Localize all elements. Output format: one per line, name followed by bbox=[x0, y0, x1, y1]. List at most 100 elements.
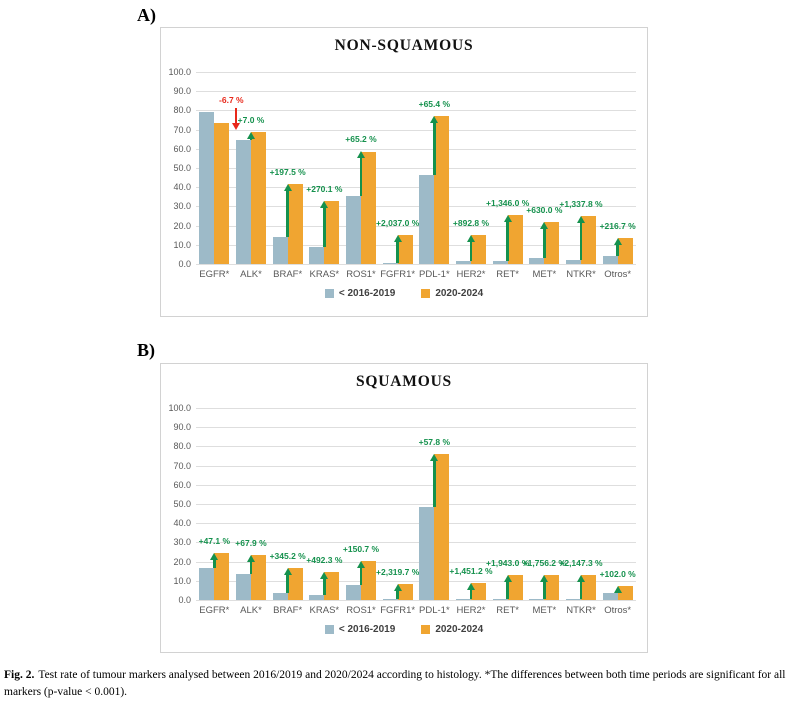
x-tick-label: EGFR* bbox=[199, 269, 230, 280]
arrow-up-icon bbox=[393, 583, 402, 591]
bar-period2-EGFR* bbox=[214, 552, 230, 600]
gridline bbox=[196, 225, 636, 227]
bar-period2-BRAF* bbox=[287, 183, 303, 264]
y-tick-label: 80.0 bbox=[173, 441, 191, 452]
change-annotation: +1,346.0 % bbox=[486, 198, 530, 209]
y-tick-label: 70.0 bbox=[173, 124, 191, 135]
arrow-stem bbox=[469, 590, 473, 599]
legend-swatch-period1 bbox=[324, 625, 334, 634]
bar-period1-ROS1* bbox=[346, 584, 361, 600]
legend-swatch-period2 bbox=[421, 625, 431, 634]
bar-period1-ALK* bbox=[236, 573, 251, 600]
increase-arrow bbox=[613, 237, 622, 256]
change-annotation: +492.3 % bbox=[306, 554, 343, 565]
increase-arrow bbox=[540, 221, 549, 259]
bar-period2-ALK* bbox=[251, 555, 266, 600]
bar-period1-KRAS* bbox=[309, 595, 325, 600]
y-tick-label: 20.0 bbox=[173, 220, 191, 231]
panel-a-chart: NON-SQUAMOUS 100.0 90.0 80.0 70.0 60.0 50.0 40… bbox=[160, 27, 648, 317]
x-tick-label: FGFR1* bbox=[380, 269, 416, 280]
gridline bbox=[196, 523, 636, 525]
arrow-stem bbox=[286, 190, 289, 238]
chart-title-squamous: SQUAMOUS bbox=[356, 373, 452, 390]
change-annotation: +150.7 % bbox=[342, 544, 380, 555]
increase-arrow bbox=[503, 575, 512, 599]
y-tick-label: 0.0 bbox=[178, 259, 191, 269]
bar-period2-KRAS* bbox=[324, 571, 340, 600]
bar-period1-NTKR* bbox=[566, 260, 581, 264]
change-annotation: +892.8 % bbox=[452, 218, 490, 229]
y-tick-label: 90.0 bbox=[173, 422, 191, 433]
gridline bbox=[196, 129, 636, 131]
arrow-up-icon bbox=[357, 151, 365, 159]
arrow-stem bbox=[323, 208, 326, 248]
x-tick-label: NTKR* bbox=[566, 269, 596, 280]
gridline bbox=[196, 206, 636, 208]
bar-period2-NTKR* bbox=[581, 215, 596, 264]
gridline bbox=[196, 446, 636, 448]
increase-arrow bbox=[357, 151, 366, 196]
increase-arrow bbox=[357, 561, 366, 585]
gridline bbox=[196, 600, 636, 601]
gridline bbox=[196, 72, 636, 73]
arrow-stem bbox=[249, 138, 253, 141]
bar-period1-ROS1* bbox=[346, 195, 361, 264]
y-tick-label: 30.0 bbox=[173, 537, 191, 548]
panel-b-label: B) bbox=[137, 340, 155, 360]
increase-arrow bbox=[283, 567, 292, 593]
arrow-up-icon bbox=[393, 235, 402, 243]
gridline bbox=[196, 244, 636, 246]
x-tick-label: ROS1* bbox=[346, 605, 376, 616]
change-annotation: +7.0 % bbox=[237, 114, 265, 125]
legend-label-period2: 2020-2024 bbox=[435, 624, 484, 635]
increase-arrow bbox=[430, 453, 439, 508]
change-annotation: +2,037.0 % bbox=[376, 218, 420, 229]
change-annotation: +57.8 % bbox=[418, 436, 451, 447]
increase-arrow bbox=[467, 583, 476, 599]
gridline bbox=[196, 465, 636, 467]
legend-label-period2: 2020-2024 bbox=[435, 288, 484, 299]
arrow-up-icon bbox=[320, 201, 329, 209]
y-tick-label: 100.0 bbox=[168, 67, 191, 77]
arrow-up-icon bbox=[283, 183, 292, 191]
y-tick-label: 50.0 bbox=[173, 163, 191, 173]
x-tick-label: FGFR1* bbox=[380, 605, 416, 616]
legend-item-period2: 2020-2024 bbox=[421, 288, 483, 299]
panel-b-chart: SQUAMOUS 100.0 90.0 80.0 70.0 60.0 50.0 40.0 30… bbox=[160, 363, 648, 653]
change-annotation: +270.1 % bbox=[306, 184, 343, 195]
arrow-up-icon bbox=[467, 235, 475, 243]
arrow-stem bbox=[396, 590, 399, 600]
arrow-stem bbox=[543, 228, 546, 259]
arrow-stem bbox=[286, 574, 289, 593]
bar-period2-BRAF* bbox=[287, 567, 303, 600]
y-tick-label: 20.0 bbox=[173, 556, 191, 567]
arrow-stem bbox=[396, 242, 399, 263]
increase-arrow bbox=[540, 575, 549, 599]
increase-arrow bbox=[577, 575, 586, 599]
change-annotation: +67.9 % bbox=[235, 538, 267, 549]
chart-title-nonsquamous: NON-SQUAMOUS bbox=[334, 37, 474, 54]
bar-period1-FGFR1* bbox=[382, 262, 398, 264]
increase-arrow bbox=[210, 552, 219, 568]
arrow-up-icon bbox=[357, 561, 365, 569]
gridline bbox=[196, 187, 636, 189]
change-annotation: +1,756.2 % bbox=[522, 558, 566, 569]
bar-period1-RET* bbox=[492, 598, 508, 600]
y-tick-label: 60.0 bbox=[173, 479, 191, 490]
x-tick-label: Otros* bbox=[604, 269, 632, 280]
arrow-up-icon bbox=[577, 575, 585, 583]
gridline bbox=[196, 504, 636, 505]
arrow-stem bbox=[579, 582, 583, 599]
bar-period2-ROS1* bbox=[361, 561, 376, 600]
change-annotation: +65.4 % bbox=[418, 99, 451, 110]
bar-period1-PDL-1* bbox=[419, 174, 435, 264]
y-tick-label: 90.0 bbox=[173, 86, 191, 97]
bar-period1-HER2* bbox=[456, 261, 471, 264]
arrow-up-icon bbox=[540, 221, 549, 229]
x-tick-label: KRAS* bbox=[309, 269, 340, 280]
x-tick-label: PDL-1* bbox=[419, 269, 450, 280]
x-tick-label: RET* bbox=[496, 269, 519, 280]
arrow-stem bbox=[506, 222, 509, 261]
x-tick-label: HER2* bbox=[456, 605, 486, 616]
